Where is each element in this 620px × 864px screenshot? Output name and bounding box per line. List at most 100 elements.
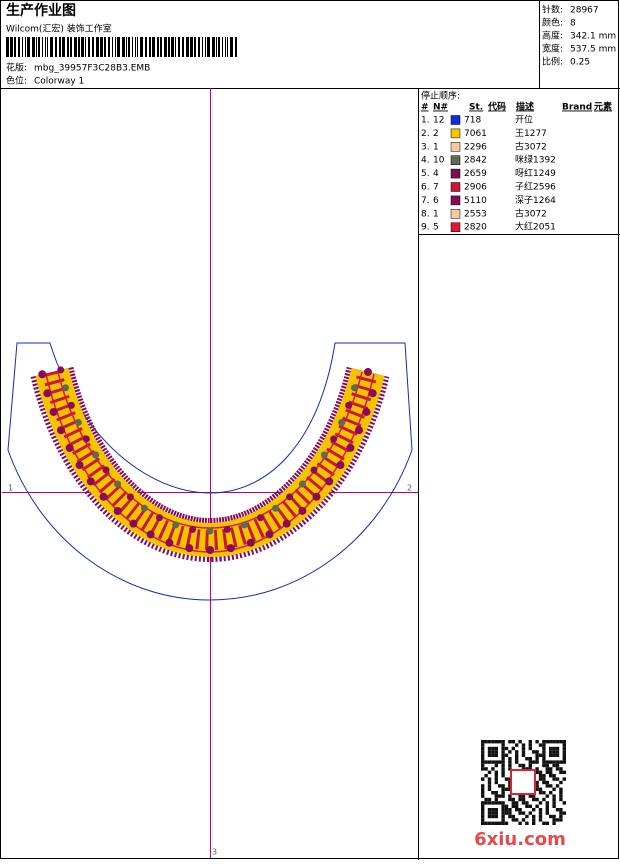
qr-cell <box>549 760 553 764</box>
qr-cell <box>549 791 553 795</box>
qr-cell <box>542 750 546 754</box>
bead <box>240 521 248 529</box>
qr-cell <box>525 821 529 825</box>
row-code: 2906 <box>464 183 487 193</box>
qr-cell <box>562 740 566 744</box>
bar-stripe <box>149 37 151 57</box>
row-seq: 6. <box>421 183 430 193</box>
bar-stripe <box>92 37 94 57</box>
bead <box>286 493 294 501</box>
qr-cell <box>484 767 488 771</box>
qr-cell <box>532 760 536 764</box>
qr-cell <box>538 814 543 819</box>
qr-cell <box>532 750 536 754</box>
qr-cell <box>552 746 556 751</box>
watermark: 6xiu.com <box>474 829 566 850</box>
qr-cell <box>545 760 549 764</box>
qr-cell <box>491 821 495 825</box>
bead <box>336 461 345 470</box>
qr-cell <box>494 774 498 778</box>
qr-cell <box>532 814 536 819</box>
qr-cell <box>494 740 498 744</box>
qr-cell <box>501 743 505 747</box>
qr-cell <box>511 746 515 751</box>
qr-cell <box>504 777 509 781</box>
bead <box>355 426 364 435</box>
qr-cell <box>552 801 556 805</box>
qr-cell <box>542 797 546 802</box>
qr-cell <box>521 811 526 815</box>
qr-cell <box>552 794 556 798</box>
qr-cell <box>538 787 543 791</box>
qr-cell <box>481 794 485 798</box>
row-desc: 古3072 <box>515 207 547 219</box>
qr-cell <box>504 746 509 751</box>
title: 生产作业图 <box>6 2 76 19</box>
qr-cell <box>518 740 522 744</box>
qr-cell <box>491 814 495 819</box>
qr-cell <box>535 767 539 771</box>
row-desc: 开位 <box>515 114 533 126</box>
bar-stripe <box>225 37 226 57</box>
bead <box>272 504 280 512</box>
bar-stripe <box>27 37 30 57</box>
stat-label: 宽度: <box>542 43 563 55</box>
column-header: N# <box>433 103 448 113</box>
bead <box>140 504 148 512</box>
qr-cell <box>487 760 492 764</box>
qr-cell <box>494 801 498 805</box>
qr-cell <box>549 740 553 744</box>
qr-cell <box>487 784 492 788</box>
qr-cell <box>559 787 563 791</box>
qr-cell <box>562 801 566 805</box>
bead <box>345 401 353 409</box>
qr-cell <box>521 753 526 757</box>
bead <box>346 443 355 452</box>
qr-cell <box>504 811 509 815</box>
qr-cell <box>494 750 498 754</box>
qr-cell <box>501 804 505 808</box>
bar-stripe <box>96 37 99 57</box>
bead <box>320 451 328 459</box>
qr-cell <box>542 791 546 795</box>
file-label: 花版: <box>6 62 27 74</box>
qr-cell <box>545 811 549 815</box>
studio: Wilcom(汇宏) 装饰工作室 <box>6 23 112 35</box>
qr-cell <box>552 821 556 825</box>
qr-cell <box>501 767 505 771</box>
qr-cell <box>559 767 563 771</box>
qr-cell <box>555 740 560 744</box>
qr-cell <box>552 787 556 791</box>
qr-cell <box>504 821 509 825</box>
stat-value: 8 <box>570 19 576 29</box>
qr-cell <box>494 763 498 768</box>
qr-cell <box>542 780 546 785</box>
qr-cell <box>481 767 485 771</box>
qr-cell <box>525 801 529 805</box>
qr-cell <box>528 794 532 798</box>
column-header: 元素 <box>594 101 612 113</box>
qr-cell <box>508 750 512 754</box>
qr-cell <box>562 753 566 757</box>
qr-cell <box>521 797 526 802</box>
bar-stripe <box>235 37 237 57</box>
row-seq: 8. <box>421 209 430 219</box>
qr-cell <box>555 784 560 788</box>
bead <box>82 435 90 443</box>
row-seq: 1. <box>421 116 430 126</box>
qr-cell <box>521 750 526 754</box>
bead <box>298 506 307 515</box>
qr-cell <box>508 784 512 788</box>
bead <box>338 418 346 426</box>
qr-cell <box>552 818 556 822</box>
qr-cell <box>555 818 560 822</box>
bead <box>325 477 334 486</box>
bar-stripe <box>230 37 233 57</box>
bar-stripe <box>112 37 113 57</box>
bar-stripe <box>182 37 184 57</box>
qr-cell <box>545 780 549 785</box>
qr-cell <box>481 787 485 791</box>
qr-cell <box>535 770 539 774</box>
qr-cell <box>501 818 505 822</box>
bead <box>49 407 58 416</box>
